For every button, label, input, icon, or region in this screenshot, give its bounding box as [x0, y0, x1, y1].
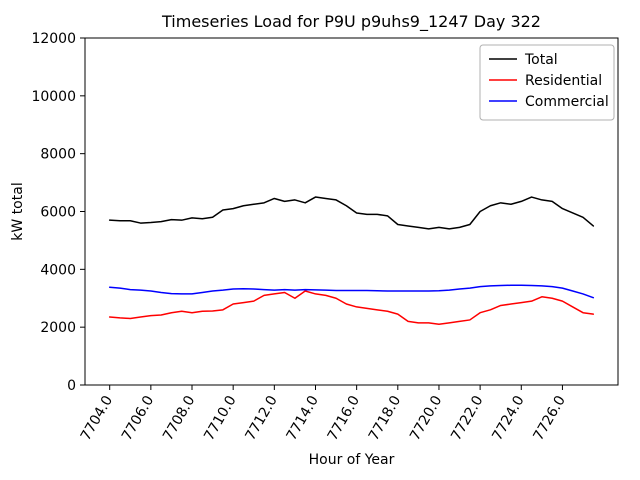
x-axis-label: Hour of Year	[309, 452, 395, 468]
y-tick-label: 6000	[40, 205, 76, 221]
legend-label-total: Total	[524, 52, 558, 68]
y-tick-label: 2000	[40, 320, 76, 336]
series-line-total	[108, 196, 595, 230]
y-tick-label: 8000	[40, 147, 76, 163]
y-axis-label: kW total	[10, 182, 26, 240]
y-tick-label: 0	[67, 378, 76, 394]
y-tick-label: 4000	[40, 262, 76, 278]
legend-label-commercial: Commercial	[525, 94, 609, 110]
y-tick-label: 10000	[31, 89, 76, 105]
y-tick-label: 12000	[31, 31, 76, 47]
chart-title: Timeseries Load for P9U p9uhs9_1247 Day …	[161, 12, 541, 32]
legend-label-residential: Residential	[525, 73, 602, 89]
series-line-residential	[108, 290, 595, 326]
series-line-commercial	[108, 284, 595, 299]
